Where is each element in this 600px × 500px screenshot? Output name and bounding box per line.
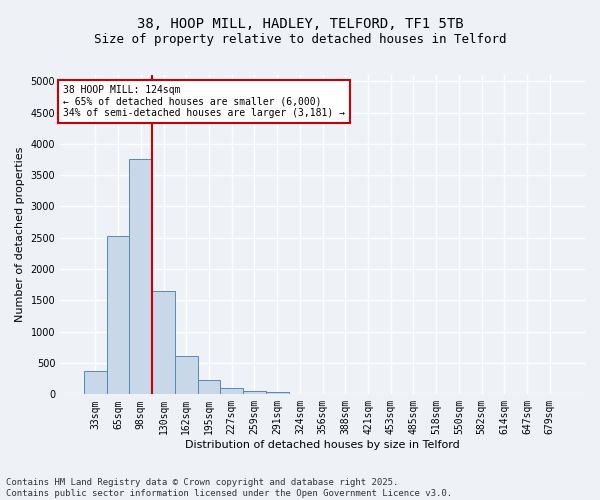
Text: 38, HOOP MILL, HADLEY, TELFORD, TF1 5TB: 38, HOOP MILL, HADLEY, TELFORD, TF1 5TB: [137, 18, 463, 32]
Bar: [107, 236, 130, 394]
Text: Size of property relative to detached houses in Telford: Size of property relative to detached ho…: [94, 32, 506, 46]
Text: Contains HM Land Registry data © Crown copyright and database right 2025.
Contai: Contains HM Land Registry data © Crown c…: [6, 478, 452, 498]
Bar: [266, 392, 289, 394]
Bar: [175, 356, 197, 395]
Bar: [84, 370, 107, 394]
Bar: [220, 388, 243, 394]
Bar: [197, 380, 220, 394]
Bar: [243, 390, 266, 394]
Y-axis label: Number of detached properties: Number of detached properties: [15, 147, 25, 322]
Bar: [152, 291, 175, 395]
X-axis label: Distribution of detached houses by size in Telford: Distribution of detached houses by size …: [185, 440, 460, 450]
Text: 38 HOOP MILL: 124sqm
← 65% of detached houses are smaller (6,000)
34% of semi-de: 38 HOOP MILL: 124sqm ← 65% of detached h…: [63, 84, 345, 118]
Bar: [130, 159, 152, 394]
